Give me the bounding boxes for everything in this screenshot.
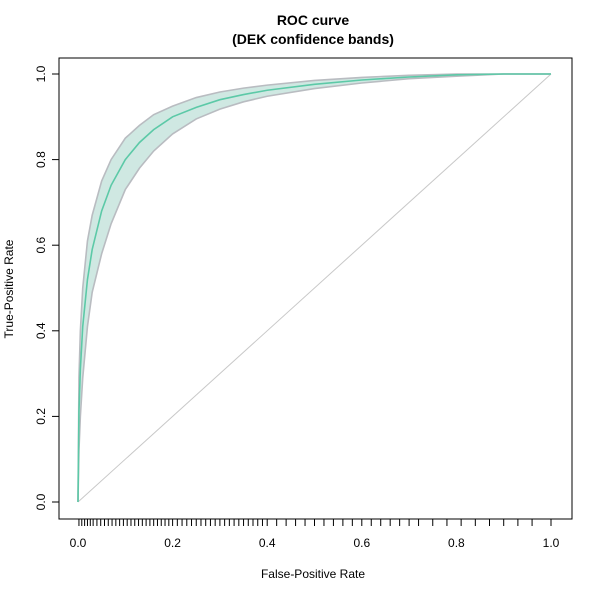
y-axis-title: True-Positive Rate bbox=[2, 239, 16, 338]
x-tick-label: 0.8 bbox=[448, 536, 465, 550]
plot-area bbox=[77, 73, 552, 503]
roc-curve bbox=[77, 73, 551, 503]
y-tick-label: 0.6 bbox=[34, 237, 48, 254]
upper-band-line bbox=[77, 73, 551, 503]
y-tick-label: 0.2 bbox=[34, 408, 48, 425]
lower-band-line bbox=[77, 73, 551, 503]
x-axis-title: False-Positive Rate bbox=[261, 567, 365, 581]
chart-subtitle: (DEK confidence bands) bbox=[232, 31, 394, 47]
reference-diagonal bbox=[77, 73, 552, 503]
x-tick-label: 1.0 bbox=[543, 536, 560, 550]
plot-frame bbox=[58, 57, 573, 520]
x-tick-label: 0.4 bbox=[259, 536, 276, 550]
y-tick-label: 0.4 bbox=[34, 322, 48, 339]
x-tick-label: 0.6 bbox=[353, 536, 370, 550]
x-tick-label: 0.2 bbox=[164, 536, 181, 550]
y-tick-label: 0.0 bbox=[34, 493, 48, 510]
y-tick-label: 0.8 bbox=[34, 151, 48, 168]
axes: 0.0 0.2 0.4 0.6 0.8 1.0 0.0 0.2 0.4 0.6 0.8 1.0 bbox=[34, 57, 573, 550]
x-tick-label: 0.0 bbox=[70, 536, 87, 550]
chart-title: ROC curve bbox=[277, 12, 350, 28]
y-tick-label: 1.0 bbox=[34, 65, 48, 82]
